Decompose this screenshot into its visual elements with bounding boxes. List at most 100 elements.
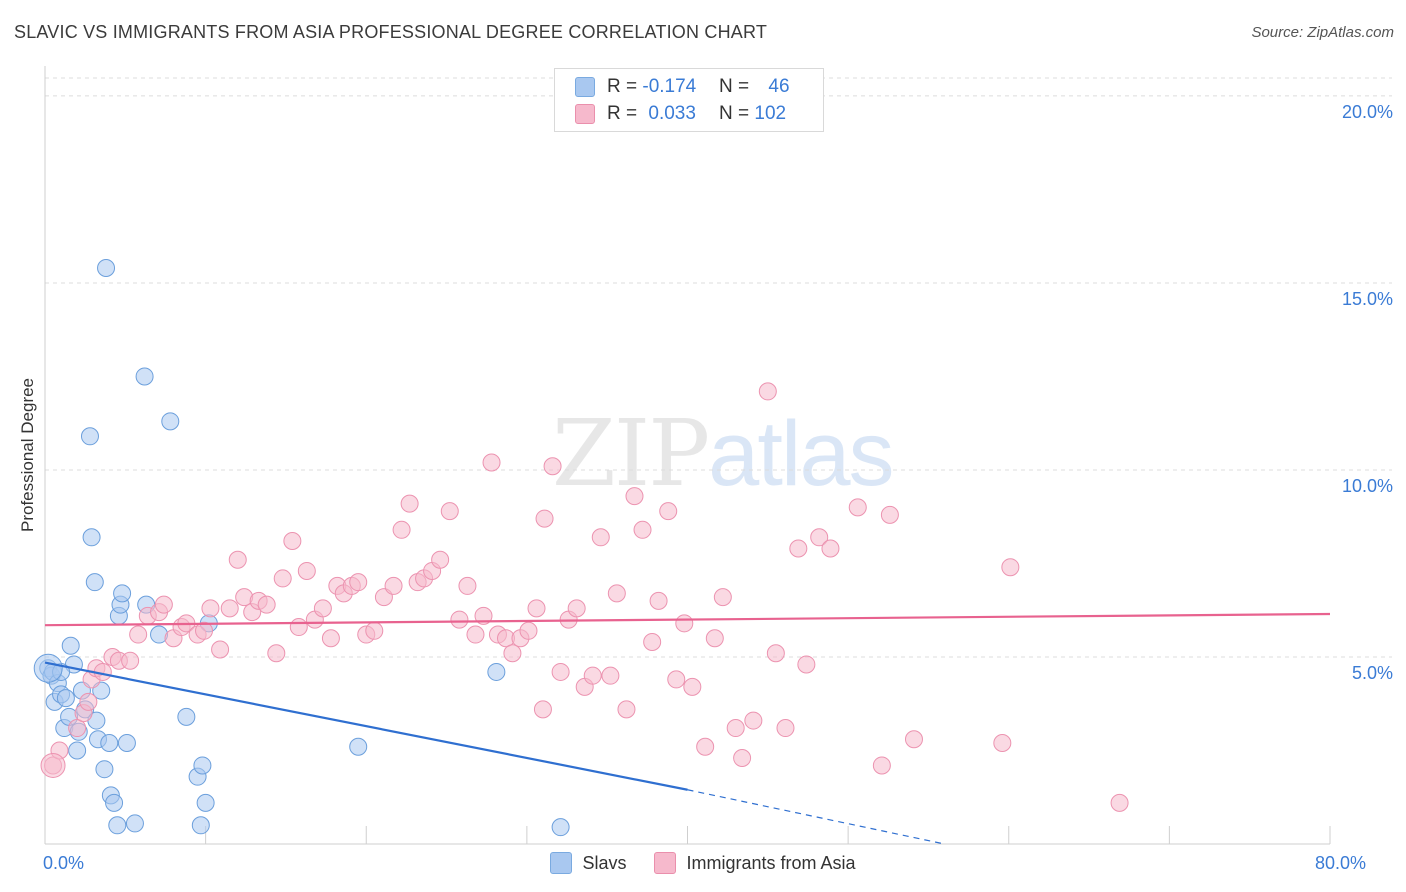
slavs-point <box>85 573 104 592</box>
legend-n-slavs: N = 46 <box>719 76 790 97</box>
slavs-point <box>196 793 215 812</box>
asia-point <box>744 711 763 730</box>
asia-point <box>789 539 808 558</box>
asia-point <box>474 606 493 625</box>
asia-point <box>400 494 419 513</box>
asia-point <box>848 498 867 517</box>
asia-point <box>384 576 403 595</box>
slavs-point <box>100 734 119 753</box>
asia-point <box>129 625 148 644</box>
asia-point <box>1001 558 1020 577</box>
slavs-point <box>117 734 136 753</box>
asia-point <box>431 550 450 569</box>
asia-point <box>617 700 636 719</box>
legend-r-asia: R = 0.033 <box>607 103 696 124</box>
asia-point <box>625 487 644 506</box>
asia-point <box>535 509 554 528</box>
asia-point <box>482 453 501 472</box>
watermark-atlas: atlas <box>708 403 894 505</box>
asia-point <box>633 520 652 539</box>
legend-row-slavs: R = -0.174 N = 46 <box>575 75 790 99</box>
legend-swatch-slavs <box>575 77 595 97</box>
slavs-point <box>135 367 154 386</box>
legend-r-slavs: R = -0.174 <box>607 76 697 97</box>
asia-point <box>776 719 795 738</box>
asia-point <box>466 625 485 644</box>
series-legend: Slavs Immigrants from Asia <box>0 852 1406 874</box>
legend-swatch-slavs-bottom <box>550 852 573 874</box>
asia-point <box>450 610 469 629</box>
legend-n-asia: N = 102 <box>719 103 787 124</box>
asia-point <box>121 651 140 670</box>
slavs-point <box>113 584 132 603</box>
asia-point <box>726 719 745 738</box>
asia-point <box>289 618 308 637</box>
slavs-point <box>95 760 114 779</box>
asia-point <box>527 599 546 618</box>
asia-trendline <box>44 612 1331 627</box>
chart-title: SLAVIC VS IMMIGRANTS FROM ASIA PROFESSIO… <box>14 22 768 42</box>
source-note: Source: ZipAtlas.com <box>1251 24 1394 41</box>
y-tick-label: 20.0% <box>1342 102 1393 122</box>
asia-point <box>601 666 620 685</box>
slavs-point <box>191 816 210 835</box>
legend-item-asia: Immigrants from Asia <box>654 852 856 874</box>
asia-point <box>758 382 777 401</box>
asia-point <box>551 662 570 681</box>
asia-point <box>659 502 678 521</box>
legend-swatch-asia <box>575 104 595 124</box>
slavs-trendline-extension <box>687 789 945 845</box>
slavs-point <box>487 662 506 681</box>
asia-point <box>643 633 662 652</box>
asia-point <box>79 692 98 711</box>
slavs-point <box>193 756 212 775</box>
asia-point <box>349 573 368 592</box>
legend-swatch-asia-bottom <box>654 852 677 874</box>
asia-point <box>649 591 668 610</box>
asia-point <box>872 756 891 775</box>
asia-point <box>313 599 332 618</box>
asia-point <box>154 595 173 614</box>
asia-point <box>440 502 459 521</box>
slavs-point <box>551 818 570 837</box>
asia-point <box>713 588 732 607</box>
stats-legend: R = -0.174 N = 46 R = 0.033 N = 102 <box>554 68 824 132</box>
asia-point <box>195 621 214 640</box>
asia-point <box>733 748 752 767</box>
slavs-point <box>56 689 75 708</box>
asia-point <box>220 599 239 618</box>
asia-point <box>533 700 552 719</box>
asia-point <box>458 576 477 595</box>
asia-point <box>821 539 840 558</box>
slavs-point <box>68 741 87 760</box>
asia-point <box>667 670 686 689</box>
asia-point <box>257 595 276 614</box>
asia-point <box>683 677 702 696</box>
asia-point <box>675 614 694 633</box>
slavs-point <box>108 816 127 835</box>
asia-point <box>543 457 562 476</box>
x-tick-label: 0.0% <box>43 853 84 873</box>
y-tick-label: 5.0% <box>1352 663 1393 683</box>
asia-point <box>228 550 247 569</box>
asia-point <box>591 528 610 547</box>
slavs-trendline <box>44 661 688 791</box>
asia-point <box>567 599 586 618</box>
y-tick-label: 10.0% <box>1342 476 1393 496</box>
asia-point <box>273 569 292 588</box>
asia-point <box>993 734 1012 753</box>
asia-point <box>40 752 66 778</box>
legend-label-asia: Immigrants from Asia <box>686 852 856 873</box>
slavs-point <box>61 636 80 655</box>
slavs-point <box>105 793 124 812</box>
asia-point <box>904 730 923 749</box>
asia-point <box>766 644 785 663</box>
asia-point <box>607 584 626 603</box>
slavs-point <box>177 707 196 726</box>
asia-point <box>696 737 715 756</box>
asia-point <box>267 644 286 663</box>
slavs-point <box>349 737 368 756</box>
asia-point <box>211 640 230 659</box>
slavs-point <box>33 653 63 683</box>
